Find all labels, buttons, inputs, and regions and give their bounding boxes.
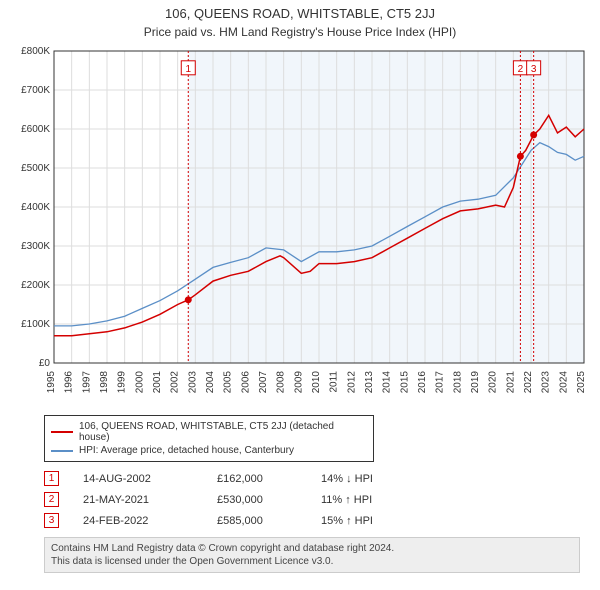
transaction-row: 2 21-MAY-2021 £530,000 11% ↑ HPI	[44, 489, 580, 510]
transaction-date: 14-AUG-2002	[83, 473, 193, 485]
svg-text:£100K: £100K	[21, 319, 50, 330]
transaction-price: £530,000	[217, 494, 297, 506]
svg-text:1995: 1995	[46, 371, 57, 394]
transaction-delta: 15% ↑ HPI	[321, 515, 421, 527]
line-chart-svg: £0 £100K £200K £300K £400K £500K £600K £700K £80…	[10, 47, 590, 407]
chart-subtitle: Price paid vs. HM Land Registry's House …	[0, 21, 600, 47]
footer-line-2: This data is licensed under the Open Gov…	[51, 555, 573, 568]
svg-text:2017: 2017	[435, 371, 446, 394]
svg-text:2006: 2006	[240, 371, 251, 394]
data-attribution: Contains HM Land Registry data © Crown c…	[44, 537, 580, 573]
transaction-marker-box: 2	[44, 492, 59, 507]
svg-text:3: 3	[531, 64, 537, 75]
legend-item: 106, QUEENS ROAD, WHITSTABLE, CT5 2JJ (d…	[51, 420, 367, 444]
svg-text:1998: 1998	[99, 371, 110, 394]
transaction-row: 1 14-AUG-2002 £162,000 14% ↓ HPI	[44, 468, 580, 489]
svg-text:2011: 2011	[329, 371, 340, 393]
svg-text:1996: 1996	[64, 371, 75, 394]
svg-text:£600K: £600K	[21, 124, 50, 135]
transaction-row: 3 24-FEB-2022 £585,000 15% ↑ HPI	[44, 510, 580, 531]
svg-text:1: 1	[185, 64, 191, 75]
svg-text:2007: 2007	[258, 371, 269, 394]
svg-text:2000: 2000	[134, 371, 145, 394]
svg-text:£700K: £700K	[21, 85, 50, 96]
svg-text:1997: 1997	[81, 371, 92, 394]
transaction-date: 24-FEB-2022	[83, 515, 193, 527]
legend: 106, QUEENS ROAD, WHITSTABLE, CT5 2JJ (d…	[44, 415, 374, 462]
svg-text:£0: £0	[39, 358, 51, 369]
legend-label: HPI: Average price, detached house, Cant…	[79, 445, 294, 456]
transaction-marker-box: 3	[44, 513, 59, 528]
svg-text:2008: 2008	[276, 371, 287, 394]
svg-text:£800K: £800K	[21, 47, 50, 57]
transaction-table: 1 14-AUG-2002 £162,000 14% ↓ HPI 2 21-MAY-202…	[44, 468, 580, 531]
footer-line-1: Contains HM Land Registry data © Crown c…	[51, 542, 573, 555]
legend-label: 106, QUEENS ROAD, WHITSTABLE, CT5 2JJ (d…	[79, 421, 367, 443]
svg-text:2003: 2003	[187, 371, 198, 394]
svg-text:2019: 2019	[470, 371, 481, 394]
transaction-price: £162,000	[217, 473, 297, 485]
svg-text:2004: 2004	[205, 371, 216, 394]
svg-text:2001: 2001	[152, 371, 163, 394]
legend-swatch	[51, 450, 73, 452]
svg-text:2021: 2021	[505, 371, 516, 394]
svg-text:2024: 2024	[558, 371, 569, 394]
svg-text:2014: 2014	[382, 371, 393, 394]
svg-text:2012: 2012	[346, 371, 357, 394]
svg-text:2020: 2020	[488, 371, 499, 394]
svg-text:2010: 2010	[311, 371, 322, 394]
svg-text:2005: 2005	[223, 371, 234, 394]
transaction-date: 21-MAY-2021	[83, 494, 193, 506]
svg-text:2025: 2025	[576, 371, 587, 394]
legend-swatch	[51, 431, 73, 433]
chart-area: £0 £100K £200K £300K £400K £500K £600K £700K £80…	[10, 47, 590, 407]
chart-title: 106, QUEENS ROAD, WHITSTABLE, CT5 2JJ	[0, 0, 600, 21]
svg-text:2022: 2022	[523, 371, 534, 394]
transaction-delta: 11% ↑ HPI	[321, 494, 421, 506]
svg-text:£200K: £200K	[21, 280, 50, 291]
legend-item: HPI: Average price, detached house, Cant…	[51, 444, 367, 457]
svg-text:£300K: £300K	[21, 241, 50, 252]
svg-text:2013: 2013	[364, 371, 375, 394]
svg-text:2009: 2009	[293, 371, 304, 394]
svg-text:2015: 2015	[399, 371, 410, 394]
svg-text:£500K: £500K	[21, 163, 50, 174]
svg-text:£400K: £400K	[21, 202, 50, 213]
svg-text:2002: 2002	[170, 371, 181, 394]
svg-text:2016: 2016	[417, 371, 428, 394]
svg-text:1999: 1999	[117, 371, 128, 394]
svg-text:2018: 2018	[452, 371, 463, 394]
transaction-delta: 14% ↓ HPI	[321, 473, 421, 485]
svg-text:2023: 2023	[541, 371, 552, 394]
transaction-price: £585,000	[217, 515, 297, 527]
transaction-marker-box: 1	[44, 471, 59, 486]
svg-text:2: 2	[518, 64, 524, 75]
